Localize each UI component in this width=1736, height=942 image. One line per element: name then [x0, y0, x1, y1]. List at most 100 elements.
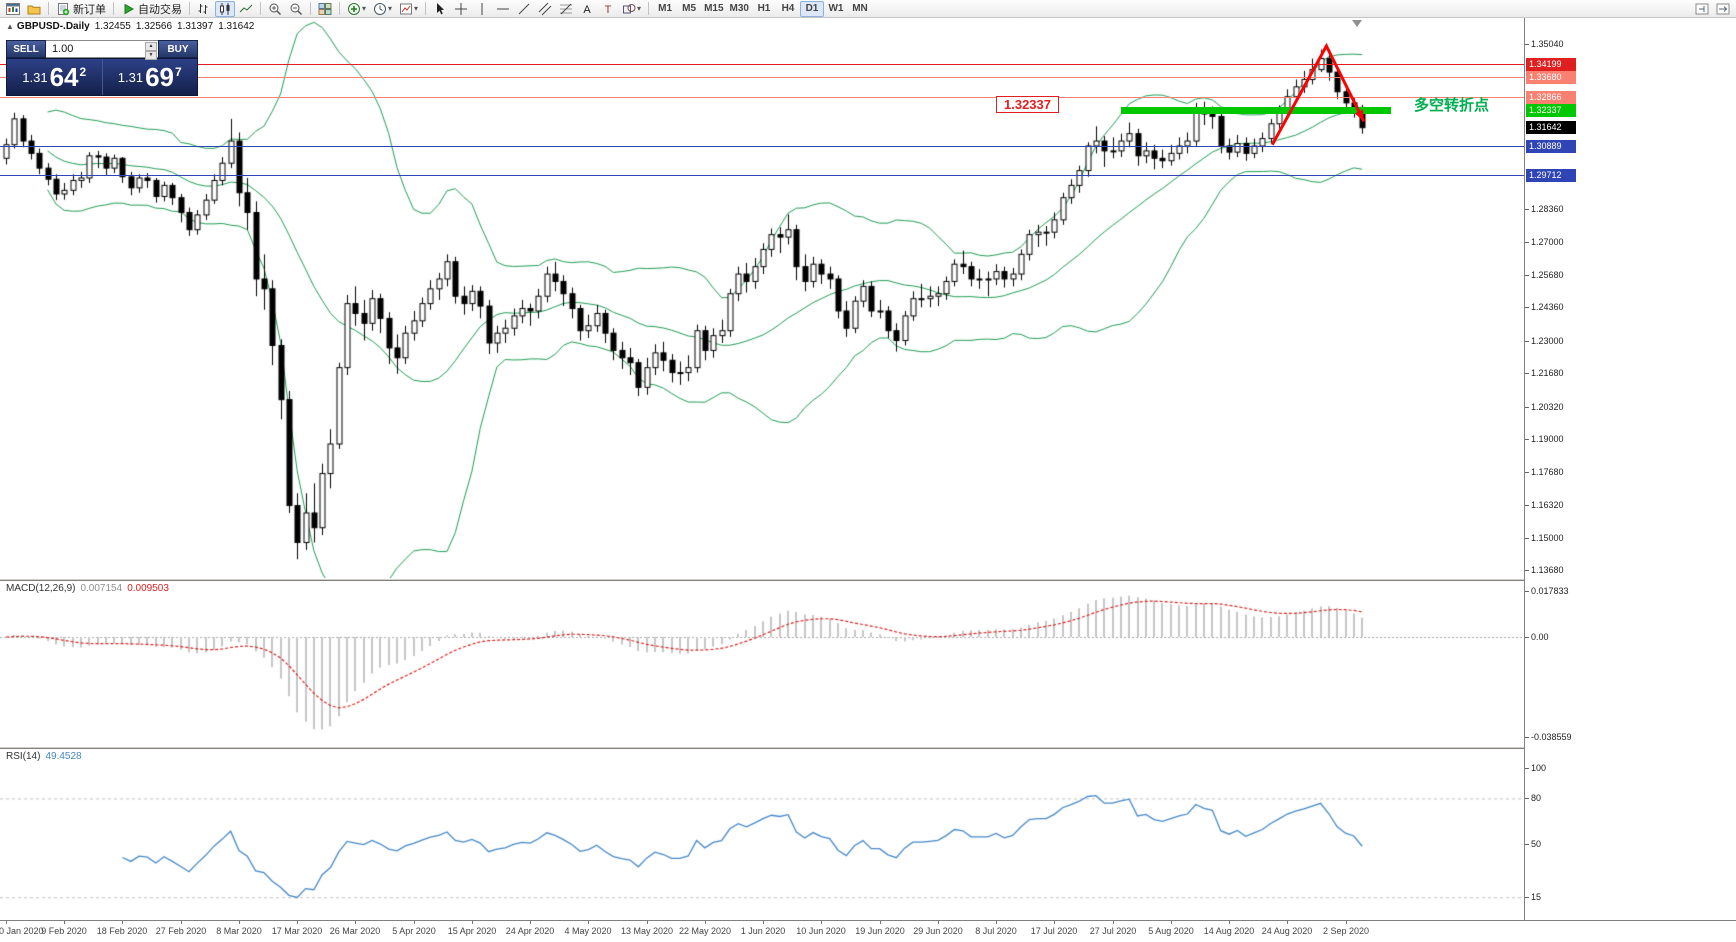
new-order-icon: [58, 2, 70, 15]
label-t-icon: T: [605, 4, 612, 16]
profiles-button[interactable]: [24, 1, 44, 17]
timeframe-m5-button[interactable]: M5: [682, 3, 697, 14]
rsi-axis-tick-label: 50: [1531, 839, 1542, 849]
new-chart-button[interactable]: [3, 1, 23, 17]
timeframe-h1-button[interactable]: H1: [757, 3, 771, 14]
time-axis-tick: [1287, 921, 1288, 924]
sell-tab-button[interactable]: SELL: [6, 40, 46, 58]
zoom-in-button[interactable]: [265, 1, 285, 17]
indicators-plus-icon: [348, 2, 360, 15]
time-axis-tick: [1113, 921, 1114, 924]
time-axis-label: 2 Sep 2020: [1322, 926, 1370, 936]
channel-tool-button[interactable]: [535, 1, 555, 17]
time-axis-label: 24 Apr 2020: [505, 926, 555, 936]
timeframe-m30-button[interactable]: M30: [729, 3, 749, 14]
shapes-tool-button[interactable]: ▾: [619, 1, 644, 17]
trendline-tool-button[interactable]: [514, 1, 534, 17]
buy-tab-button[interactable]: BUY: [158, 40, 198, 58]
cursor-tool-button[interactable]: [430, 1, 450, 17]
bar-chart-mode-button[interactable]: [194, 1, 214, 17]
oneclick-toggle-icon[interactable]: ▲: [6, 22, 14, 31]
time-axis-tick: [821, 921, 822, 924]
new-order-button[interactable]: 新订单: [53, 1, 109, 17]
horizontal-line-tool-button[interactable]: [493, 1, 513, 17]
horizontal-line-1.33680[interactable]: [0, 77, 1524, 78]
auto-scroll-button[interactable]: [1713, 1, 1733, 17]
time-axis-label: 30 Jan 2020: [0, 926, 44, 936]
rsi-axis-tick-label: 80: [1531, 793, 1542, 804]
rsi-panel-canvas[interactable]: [0, 749, 1524, 920]
timeframe-d1-button[interactable]: D1: [799, 0, 824, 17]
sell-price-base: 1.31: [22, 69, 48, 85]
time-axis-label: 27 Feb 2020: [155, 926, 207, 936]
price-axis-tick-label: 1.15000: [1531, 532, 1564, 543]
time-axis-tick: [472, 921, 473, 924]
chart-shift-marker-icon[interactable]: [1352, 20, 1362, 27]
price-axis-tick: [1525, 406, 1529, 408]
lot-size-input[interactable]: 1.00 ▲ ▼: [46, 40, 158, 60]
text-tool-button[interactable]: A: [577, 1, 597, 17]
macd-axis-tick-label: -0.038559: [1531, 732, 1572, 743]
time-axis-label: 5 Aug 2020: [1148, 926, 1194, 936]
turning-point-label[interactable]: 多空转折点: [1414, 97, 1490, 114]
line-chart-mode-button[interactable]: [236, 1, 256, 17]
sell-button[interactable]: 1.31 64 2: [7, 59, 102, 95]
high-value: 1.32566: [135, 21, 173, 32]
timeframe-mn-button[interactable]: MN: [852, 3, 868, 14]
time-axis-tick: [181, 921, 182, 924]
fibonacci-tool-button[interactable]: [556, 1, 576, 17]
rsi-value: 49.4528: [45, 751, 82, 762]
price-axis[interactable]: 1.34199 1.33680 1.32866 1.32337 1.31642 1.308…: [1524, 18, 1736, 920]
autotrading-button[interactable]: 自动交易: [118, 1, 185, 17]
horizontal-line-1.30889[interactable]: [0, 145, 1524, 147]
zoom-out-button[interactable]: [286, 1, 306, 17]
toolbar-separator: [339, 2, 340, 15]
autotrading-play-icon: [124, 3, 135, 14]
periods-button[interactable]: ▾: [370, 1, 395, 17]
time-axis-tick: [705, 921, 706, 924]
time-axis-tick: [1229, 921, 1230, 924]
horizontal-line-1.34199[interactable]: [0, 64, 1524, 66]
timeframe-group: M1 M5 M15 M30 H1 H4 D1 W1 MN: [653, 0, 872, 17]
label-tool-button[interactable]: T: [598, 1, 618, 17]
panel-splitter[interactable]: [0, 746, 1736, 749]
panel-splitter[interactable]: [0, 578, 1736, 581]
lot-increment-button[interactable]: ▲: [145, 42, 157, 51]
timeframe-h4-button[interactable]: H4: [781, 3, 795, 14]
tile-windows-icon: [318, 2, 332, 15]
horizontal-line-1.29712[interactable]: [0, 174, 1524, 176]
price-axis-tick-label: 1.17680: [1531, 466, 1564, 477]
tile-windows-button[interactable]: [315, 1, 335, 17]
buy-button[interactable]: 1.31 69 7: [103, 59, 198, 95]
indicators-button[interactable]: ▾: [344, 1, 369, 17]
crosshair-tool-button[interactable]: [451, 1, 471, 17]
template-icon: [400, 3, 413, 14]
time-axis-tick: [122, 921, 123, 924]
chart-shift-button[interactable]: [1692, 1, 1712, 17]
time-axis-label: 8 Mar 2020: [216, 926, 262, 936]
chart-shift-icon: [1695, 3, 1709, 14]
lot-decrement-button[interactable]: ▼: [145, 51, 157, 60]
buy-price-big: 69: [145, 62, 175, 92]
price-callout[interactable]: 1.32337: [996, 96, 1059, 113]
time-axis-label: 5 Apr 2020: [392, 926, 436, 936]
macd-panel-canvas[interactable]: [0, 581, 1524, 746]
timeframe-m15-button[interactable]: M15: [704, 3, 724, 14]
time-axis-tick: [647, 921, 648, 924]
lot-size-value: 1.00: [52, 43, 74, 55]
price-axis-tick: [1525, 505, 1529, 507]
timeframe-m1-button[interactable]: M1: [658, 3, 673, 14]
vertical-line-tool-button[interactable]: [472, 1, 492, 17]
horizontal-line-1.32866[interactable]: [0, 97, 1524, 98]
time-axis-label: 4 May 2020: [564, 926, 612, 936]
time-axis-label: 27 Jul 2020: [1089, 926, 1137, 936]
timeframe-w1-button[interactable]: W1: [828, 3, 844, 14]
price-axis-tick-label: 1.27000: [1531, 237, 1564, 247]
templates-button[interactable]: ▾: [396, 1, 421, 17]
fibonacci-icon: [560, 3, 573, 14]
price-chart-canvas[interactable]: [0, 18, 1524, 578]
svg-text:A: A: [583, 4, 591, 16]
support-resistance-line-1.32337[interactable]: [1121, 107, 1391, 115]
candlestick-mode-button[interactable]: [215, 0, 235, 17]
